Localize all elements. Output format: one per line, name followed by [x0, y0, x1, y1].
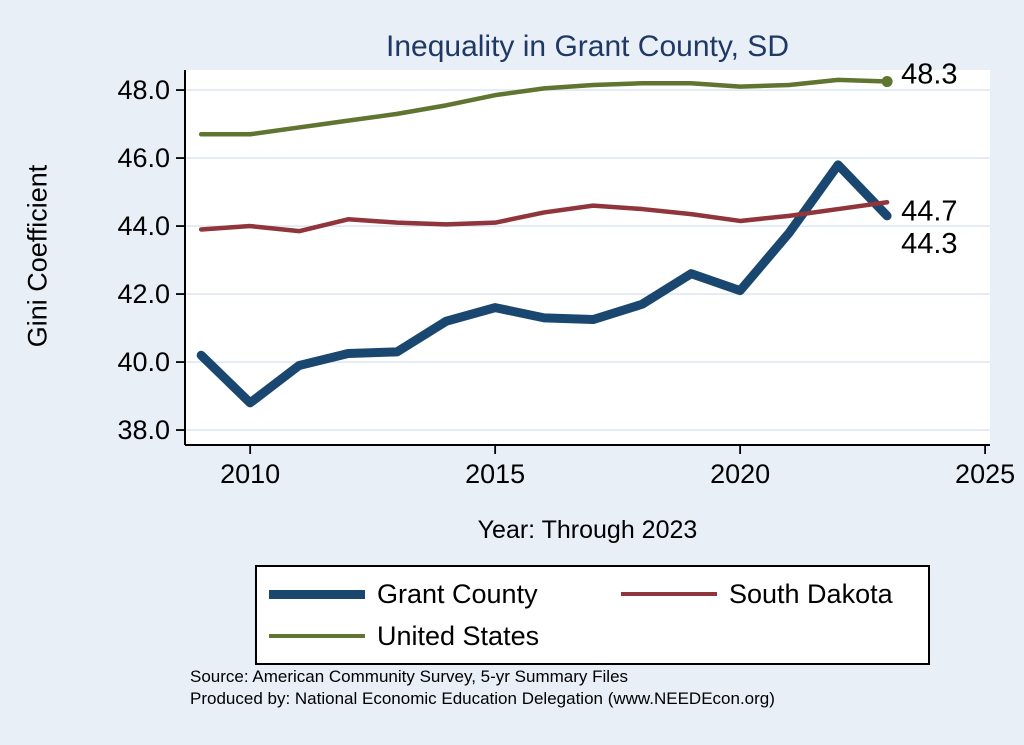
series-grant-county-end-label: 44.3: [901, 228, 957, 260]
legend-label-south-dakota: South Dakota: [729, 578, 893, 609]
x-tick-label: 2020: [710, 459, 770, 489]
plot-area: 38.0 40.0 42.0 44.0 46.0 48.0 2010 2015 2020 2025…: [117, 59, 1015, 489]
legend-swatch-south-dakota: [621, 591, 717, 597]
series-grant-county-line: [196, 160, 892, 408]
legend-item-south-dakota: South Dakota: [621, 575, 928, 613]
legend-label-united-states: United States: [377, 620, 540, 651]
legend-item-grant-county: Grant County: [269, 575, 621, 613]
source-note-line2: Produced by: National Economic Education…: [190, 689, 775, 708]
chart-title: Inequality in Grant County, SD: [386, 30, 789, 63]
series-united-states-line: [198, 77, 890, 137]
y-tick-label: 42.0: [117, 279, 170, 309]
y-tick-label: 44.0: [117, 211, 170, 241]
y-tick-label: 38.0: [117, 415, 170, 445]
source-notes: Source: American Community Survey, 5-yr …: [190, 666, 775, 710]
y-tick-label: 46.0: [117, 143, 170, 173]
x-tick-label: 2010: [220, 459, 280, 489]
x-tick-label: 2015: [465, 459, 525, 489]
series-united-states-end-marker: [881, 76, 893, 88]
legend-item-united-states: United States: [269, 617, 621, 655]
series-united-states-end-label: 48.3: [901, 59, 957, 91]
legend-swatch-grant-county: [269, 589, 365, 599]
x-tick-label: 2025: [955, 459, 1015, 489]
y-tick-label: 40.0: [117, 347, 170, 377]
legend: Grant County South Dakota United States: [255, 565, 930, 665]
plot-background: [185, 70, 990, 445]
series-south-dakota-end-label: 44.7: [901, 195, 957, 227]
legend-swatch-united-states: [269, 633, 365, 639]
x-axis-label: Year: Through 2023: [477, 516, 698, 544]
source-note-line1: Source: American Community Survey, 5-yr …: [190, 667, 629, 686]
y-tick-label: 48.0: [117, 75, 170, 105]
legend-label-grant-county: Grant County: [377, 578, 538, 609]
series-south-dakota-line: [198, 200, 890, 234]
